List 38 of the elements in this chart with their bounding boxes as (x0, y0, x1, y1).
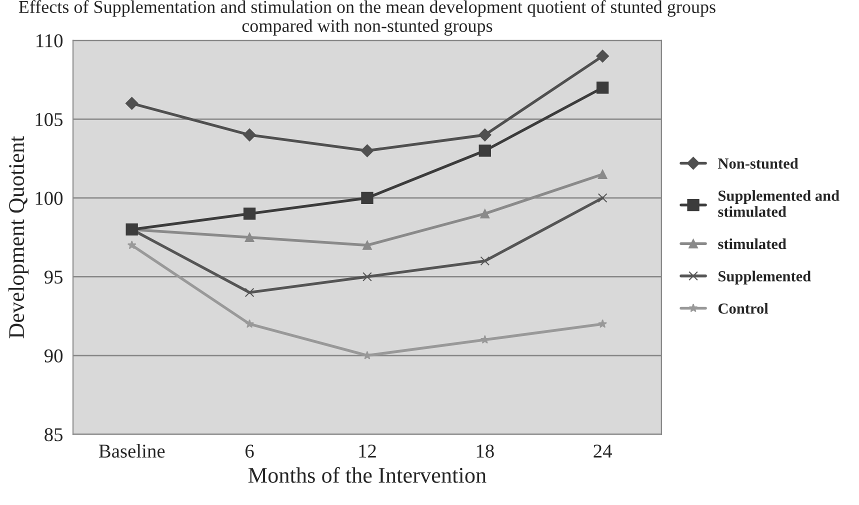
point (598, 170, 608, 180)
point (361, 192, 374, 204)
x-tick-label: 24 (594, 444, 612, 458)
point (125, 97, 138, 110)
y-tick-label: 95 (44, 270, 63, 284)
x-tick-label: 6 (246, 444, 254, 458)
point (478, 144, 491, 157)
x-tick-label: 18 (476, 444, 494, 458)
legend-label: Supplemented (718, 270, 811, 285)
point (596, 50, 609, 63)
y-tick-label: 100 (36, 192, 63, 205)
y-tick-label: 85 (44, 428, 63, 442)
x-tick-label: Baseline (98, 444, 165, 458)
point (598, 319, 608, 328)
point (127, 240, 136, 250)
x-tick-label: 12 (359, 444, 376, 458)
point (245, 319, 254, 328)
point (243, 208, 256, 220)
point (244, 232, 254, 242)
point (243, 128, 256, 142)
y-tick-label: 110 (36, 34, 63, 48)
point (362, 240, 372, 250)
y-axis-title: Development Quotient (8, 136, 29, 338)
legend-label: Supplemented and stimulated (718, 190, 840, 217)
point (362, 272, 372, 282)
x-axis-title: Months of the Intervention (248, 466, 486, 483)
point (360, 144, 374, 158)
y-tick-label: 105 (36, 112, 63, 126)
point (480, 209, 490, 218)
point (478, 128, 492, 142)
point (598, 193, 608, 203)
point (244, 288, 254, 298)
legend-label: stimulated (718, 238, 786, 250)
y-tick-label: 90 (44, 349, 63, 362)
point (480, 256, 490, 266)
point (596, 82, 609, 94)
legend-label: Control (718, 302, 768, 314)
legend-label: Non-stunted (718, 158, 798, 169)
